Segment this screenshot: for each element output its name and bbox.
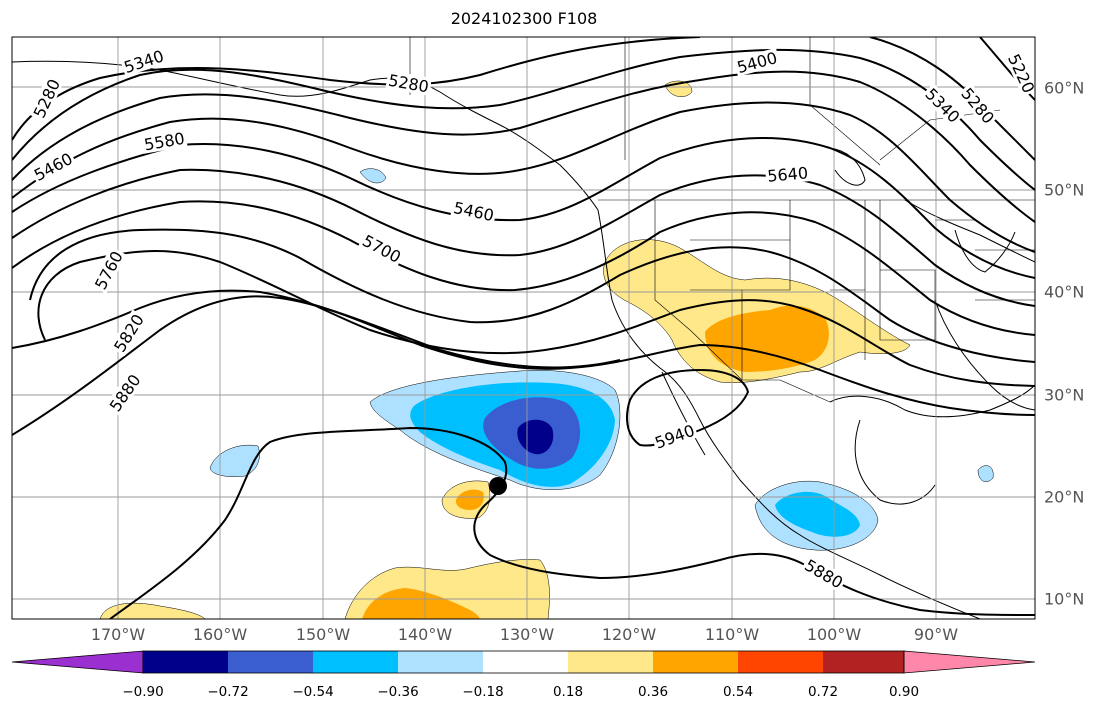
height-contour-5940	[626, 368, 750, 447]
colorbar-segment	[568, 651, 653, 673]
height-contour-5400	[12, 70, 1035, 223]
colorbar-extend-low	[11, 650, 144, 674]
colorbar-tick-label: −0.90	[122, 684, 164, 700]
colorbar-segment	[823, 651, 904, 673]
height-contour-5880	[12, 295, 1035, 436]
longitude-label: 100°W	[806, 625, 862, 644]
height-contour-5760	[37, 250, 1035, 387]
colorbar-extend-high	[903, 650, 1036, 674]
colorbar-segment	[143, 651, 228, 673]
colorbar-tick-label: 0.72	[807, 684, 839, 700]
negative-anomaly-region	[775, 491, 860, 537]
colorbar-segment	[228, 651, 313, 673]
colorbar	[11, 650, 1036, 674]
positive-anomaly-region	[603, 239, 911, 383]
colorbar-tick-label: 0.90	[888, 684, 920, 700]
negative-anomaly-region	[209, 444, 260, 477]
height-contour-5520	[12, 136, 1035, 279]
colorbar-segment	[398, 651, 483, 673]
longitude-label: 140°W	[397, 625, 453, 644]
map-panel: 5280 5340 5280 5400 5340 5280 5220 5460 …	[12, 37, 1035, 619]
longitude-label: 110°W	[704, 625, 760, 644]
colorbar-tick-label: 0.54	[722, 684, 754, 700]
latitude-label: 10°N	[1044, 589, 1085, 609]
height-contour-5460	[12, 101, 1035, 253]
positive-anomaly-region	[705, 305, 829, 372]
contour-label: 5640	[767, 163, 809, 185]
height-contour-5580	[12, 168, 1035, 307]
longitude-label: 120°W	[601, 625, 657, 644]
colorbar-segment	[313, 651, 398, 673]
latitude-label: 60°N	[1044, 78, 1085, 98]
positive-anomaly-region	[362, 588, 480, 619]
latitude-label: 40°N	[1044, 282, 1085, 302]
colorbar-tick-label: −0.54	[292, 684, 334, 700]
height-contour-5640	[12, 200, 1035, 336]
latitude-label: 30°N	[1044, 385, 1085, 405]
colorbar-tick-label: 0.36	[637, 684, 669, 700]
colorbar-segment	[738, 651, 823, 673]
height-contour-5220	[979, 37, 1035, 101]
latitude-label: 20°N	[1044, 487, 1085, 507]
colorbar-segment	[483, 651, 568, 673]
negative-anomaly-region	[977, 465, 994, 482]
map-frame	[11, 36, 1036, 620]
longitude-label: 170°W	[90, 625, 146, 644]
colorbar-tick-label: −0.18	[462, 684, 504, 700]
negative-anomaly-region	[517, 419, 554, 455]
colorbar-tick-label: −0.36	[377, 684, 419, 700]
colorbar-tick-label: 0.18	[552, 684, 584, 700]
map-title: 2024102300 F108	[450, 9, 598, 28]
longitude-label: 90°W	[913, 625, 959, 644]
colorbar-tick-label: −0.72	[207, 684, 249, 700]
height-contour-5700	[29, 228, 1035, 363]
longitude-label: 150°W	[295, 625, 351, 644]
colorbar-segment	[653, 651, 738, 673]
positive-anomaly-region	[455, 489, 484, 510]
height-contour-5820	[12, 289, 621, 369]
longitude-label: 130°W	[499, 625, 555, 644]
negative-anomaly-region	[359, 168, 387, 184]
storm-center-marker	[489, 477, 507, 495]
latitude-label: 50°N	[1044, 180, 1085, 200]
longitude-label: 160°W	[192, 625, 248, 644]
